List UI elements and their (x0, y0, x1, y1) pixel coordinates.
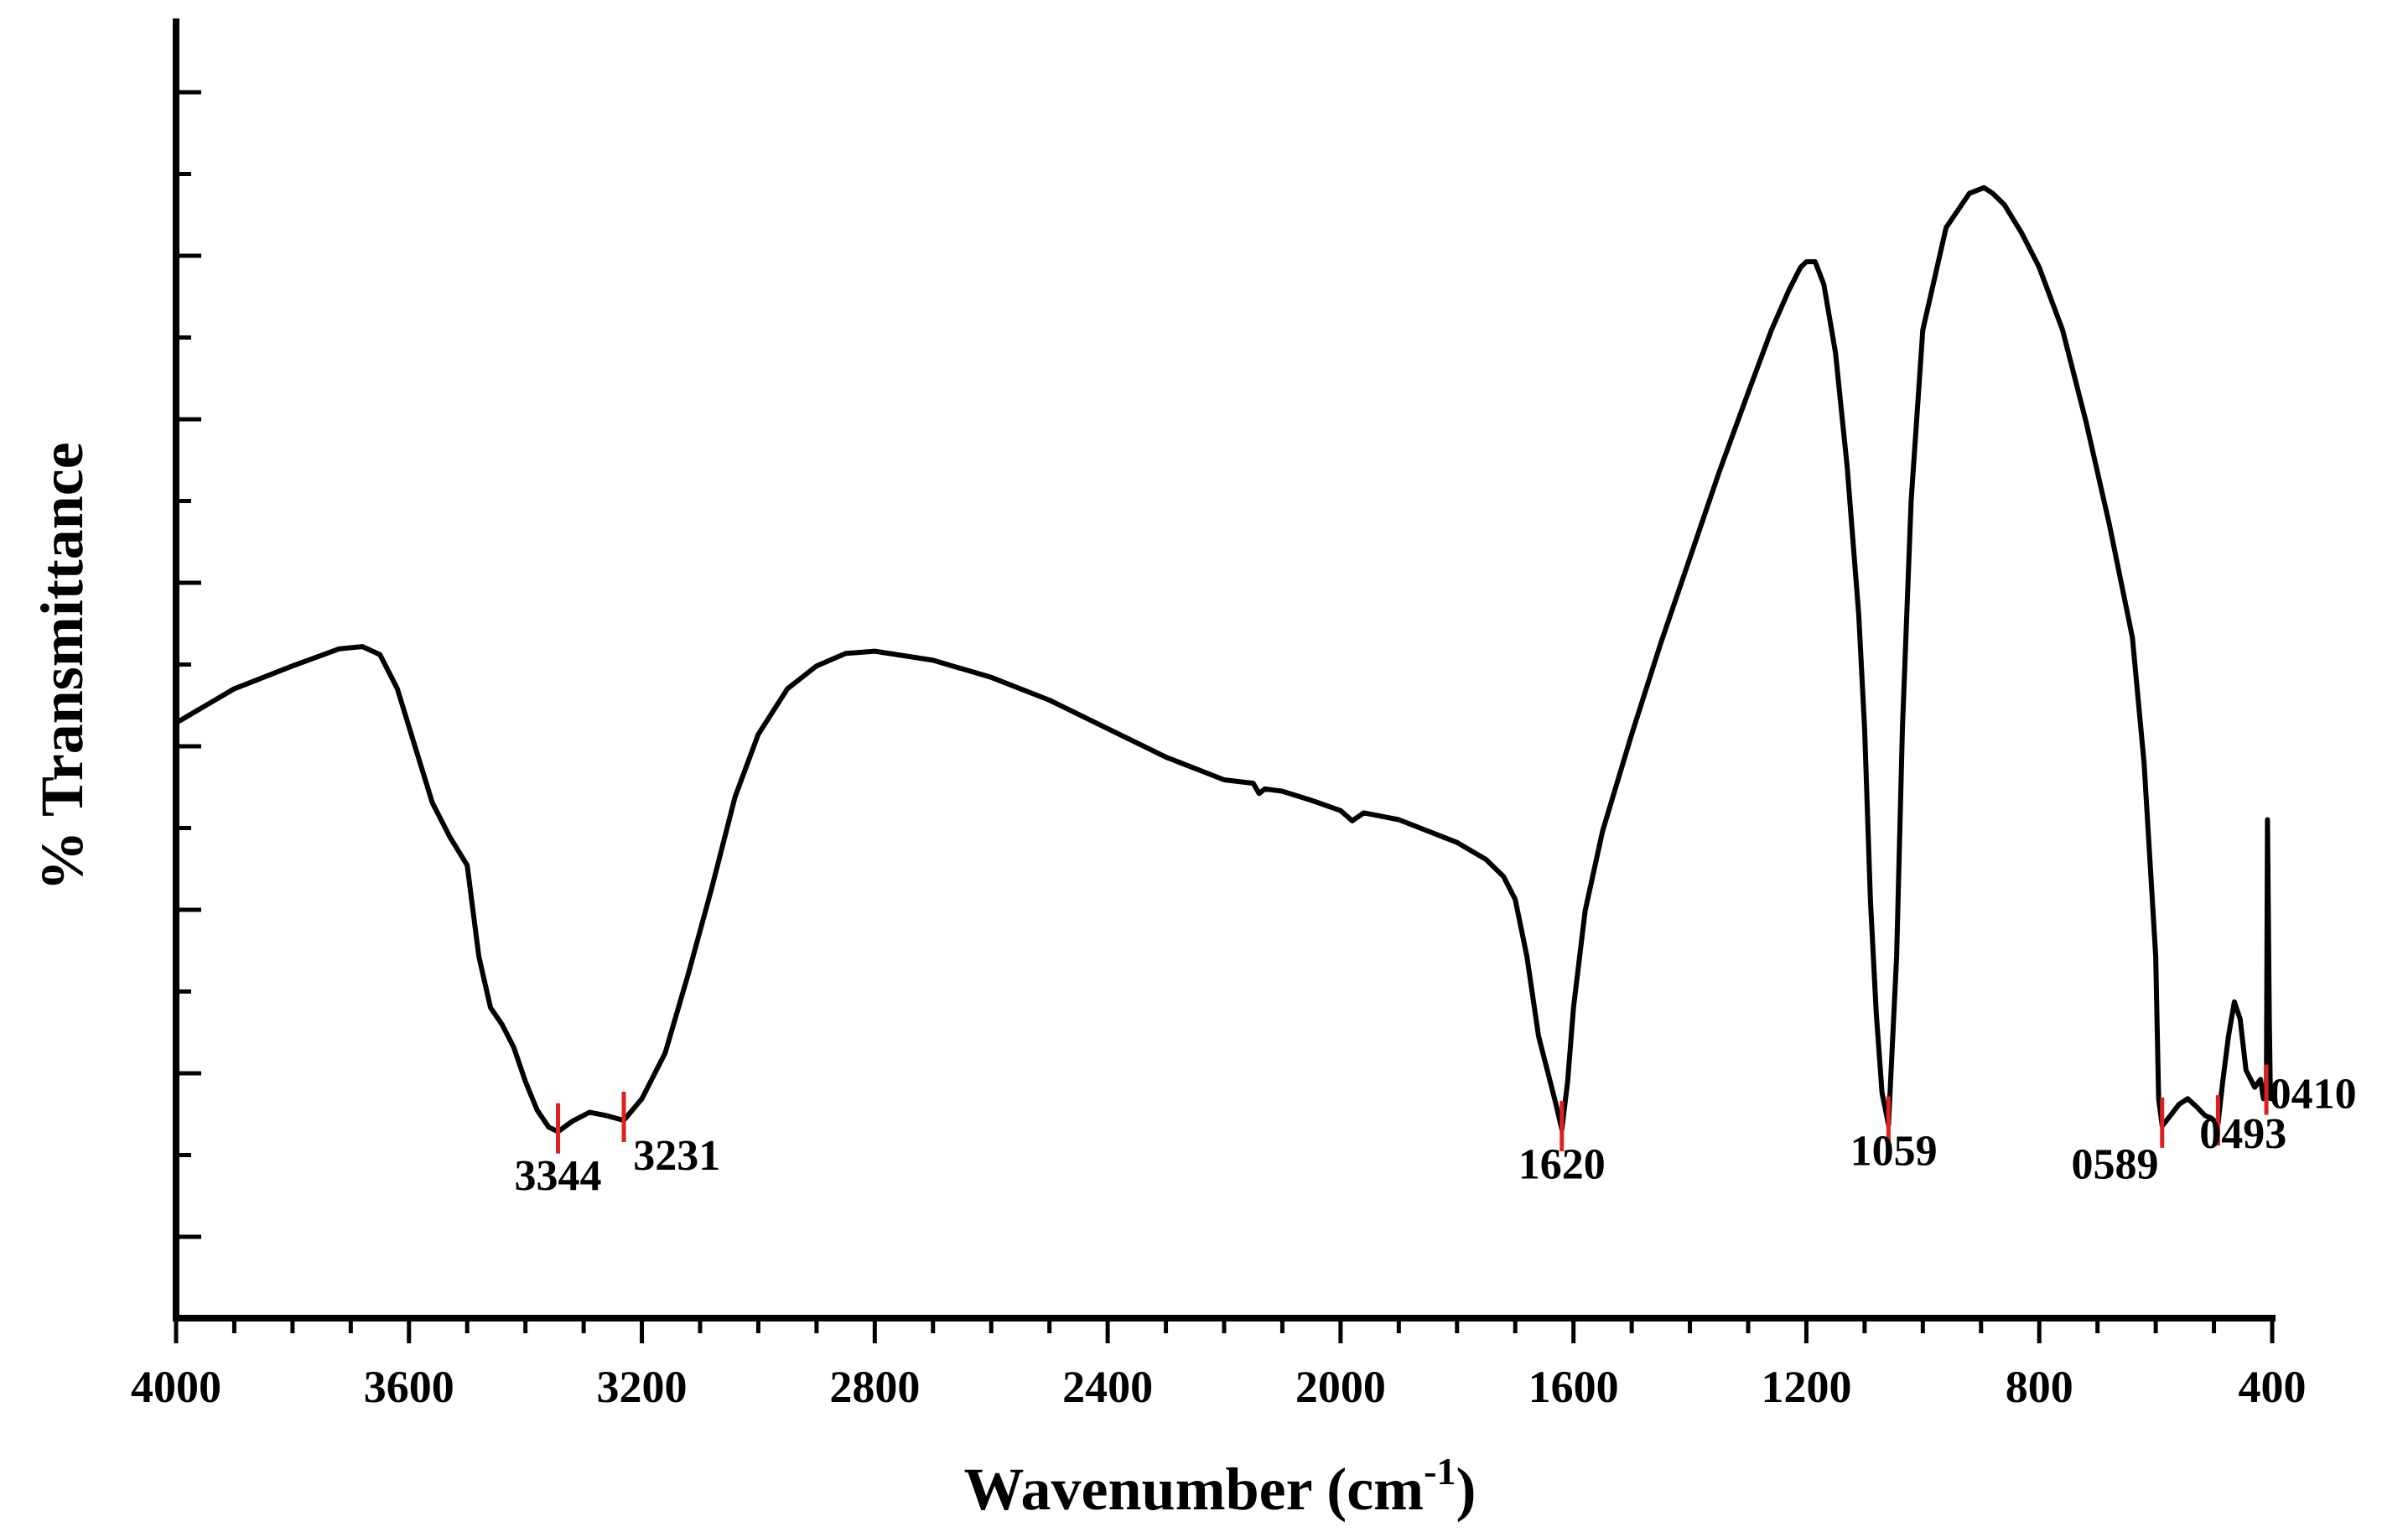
x-tick-label: 400 (2239, 1362, 2307, 1412)
x-tick-label: 1600 (1528, 1362, 1619, 1412)
peak-label: 0410 (2270, 1070, 2357, 1118)
x-tick-label: 800 (2006, 1362, 2073, 1412)
x-tick-label: 2800 (829, 1362, 920, 1412)
peak-markers (556, 1064, 2269, 1154)
peak-label: 3231 (633, 1132, 720, 1180)
x-axis-title: Wavenumber (cm-1) (964, 1450, 1476, 1523)
x-axis-tick-labels: 4000 3600 3200 2800 2400 2000 1600 1200 800 400 (131, 1362, 2307, 1412)
spectrum-line (174, 184, 2273, 1135)
x-tick-label: 1200 (1761, 1362, 1851, 1412)
peak-label: 1059 (1850, 1127, 1938, 1175)
x-tick-label: 3200 (597, 1362, 688, 1412)
x-axis-title-main: Wavenumber (cm (964, 1456, 1425, 1523)
peak-label: 3344 (515, 1152, 602, 1200)
x-tick-label: 4000 (131, 1362, 221, 1412)
peak-label: 0589 (2072, 1141, 2159, 1189)
x-axis-ticks (174, 1318, 2275, 1343)
peak-label: 1620 (1518, 1141, 1606, 1189)
peak-label: 0493 (2199, 1110, 2286, 1158)
x-tick-label: 3600 (364, 1362, 454, 1412)
x-axis-title-superscript: -1 (1424, 1450, 1456, 1493)
x-tick-label: 2400 (1062, 1362, 1153, 1412)
y-axis-ticks (176, 90, 201, 1239)
x-tick-label: 2000 (1295, 1362, 1386, 1412)
y-axis-title: % Transmittance (29, 442, 96, 891)
x-axis-title-suffix: ) (1456, 1456, 1476, 1523)
